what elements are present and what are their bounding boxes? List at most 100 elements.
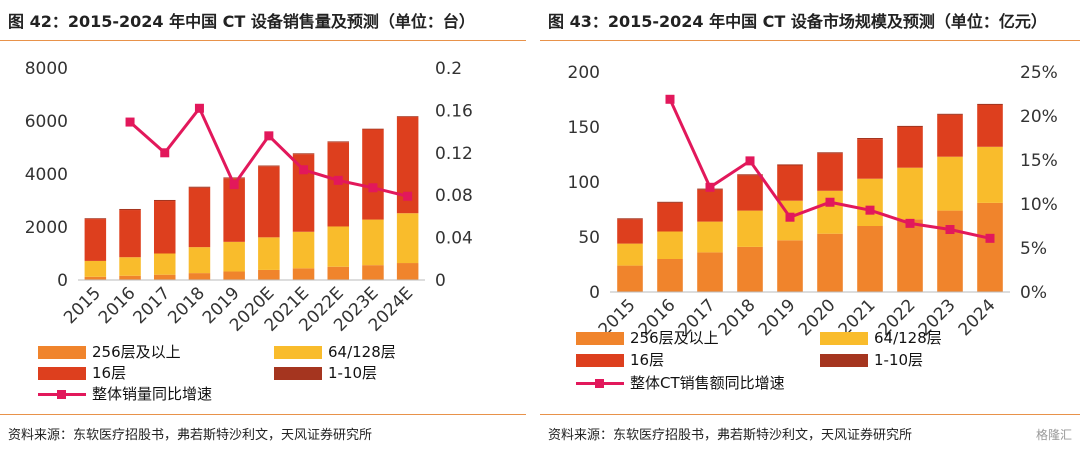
- bar: [188, 186, 211, 188]
- source-note: 资料来源：东软医疗招股书，弗若斯特沙利文，天风证券研究所: [8, 428, 373, 443]
- x-tick-label: 2017: [130, 283, 175, 328]
- bar: [857, 226, 883, 292]
- bar: [937, 114, 963, 157]
- bar: [223, 271, 245, 280]
- bar: [188, 247, 211, 274]
- bar: [327, 226, 350, 267]
- bar: [857, 178, 883, 226]
- bar: [737, 246, 763, 292]
- y2-tick-label: 0.04: [435, 229, 473, 249]
- growth-point: [160, 148, 170, 158]
- bar: [817, 152, 843, 154]
- y2-tick-label: 0.08: [435, 186, 473, 206]
- y2-tick-label: 5%: [1020, 239, 1047, 259]
- legend-label: 整体销量同比增速: [92, 385, 213, 403]
- watermark-logo: 格隆汇: [1035, 428, 1072, 442]
- legend-line-marker: [38, 390, 86, 399]
- bar: [292, 154, 315, 232]
- bar: [119, 208, 141, 211]
- bar: [396, 116, 419, 118]
- y2-tick-label: 0.12: [435, 144, 473, 164]
- bar: [897, 127, 923, 168]
- bar: [84, 276, 107, 280]
- growth-point: [705, 182, 715, 192]
- bar: [977, 105, 1003, 147]
- bar: [362, 265, 384, 280]
- growth-point: [665, 94, 675, 104]
- bar: [258, 165, 280, 167]
- x-tick-label: 2016: [95, 283, 140, 328]
- growth-point: [333, 175, 343, 185]
- bar: [697, 252, 723, 292]
- y2-tick-label: 20%: [1020, 107, 1058, 127]
- y2-tick-label: 0%: [1020, 283, 1047, 303]
- bar: [153, 201, 176, 254]
- y-tick-label: 0: [589, 283, 600, 303]
- bar: [258, 269, 280, 280]
- bar: [396, 213, 419, 264]
- growth-point: [905, 218, 915, 228]
- y-tick-label: 150: [568, 118, 600, 138]
- y-tick-label: 200: [568, 63, 600, 83]
- x-tick-label: 2019: [755, 295, 800, 340]
- bar: [362, 219, 384, 266]
- y2-tick-label: 0: [435, 271, 446, 291]
- bar: [292, 231, 315, 269]
- figure-title: 图 43：2015-2024 年中国 CT 设备市场规模及预测（单位：亿元）: [548, 12, 1047, 31]
- legend-swatch: [274, 367, 322, 380]
- bar: [327, 141, 350, 143]
- bar: [657, 201, 683, 203]
- bar: [84, 218, 107, 220]
- growth-point: [125, 117, 135, 127]
- bar: [119, 210, 141, 258]
- legend-swatch: [576, 332, 624, 345]
- legend-label: 16层: [92, 364, 127, 382]
- bar: [258, 166, 280, 238]
- x-tick-label: 2024: [955, 295, 1000, 340]
- bar: [617, 218, 643, 220]
- bar: [617, 265, 643, 292]
- bar: [657, 202, 683, 232]
- y-tick-label: 50: [578, 228, 600, 248]
- sales-volume-chart: 0 2000 4000 6000 8000 0 0.04 0.08 0.12 0.16 0.2 201…: [25, 59, 473, 336]
- bar: [292, 153, 315, 155]
- growth-point: [368, 183, 378, 193]
- source-rule: [540, 414, 1080, 415]
- bar: [657, 259, 683, 292]
- legend-label: 64/128层: [874, 329, 942, 347]
- bar: [617, 243, 643, 266]
- bar: [737, 210, 763, 247]
- growth-point: [865, 205, 875, 215]
- bar: [657, 231, 683, 259]
- y-tick-label: 6000: [25, 112, 68, 132]
- bar: [153, 199, 176, 202]
- bar: [223, 241, 245, 272]
- bar: [777, 240, 803, 292]
- y-tick-label: 8000: [25, 59, 68, 79]
- bar: [223, 177, 245, 179]
- legend-swatch: [38, 367, 86, 380]
- x-tick-label: 2018: [715, 295, 760, 340]
- bar: [119, 275, 141, 280]
- bar: [937, 210, 963, 292]
- bar: [188, 273, 211, 280]
- y-tick-label: 4000: [25, 165, 68, 185]
- source-note: 资料来源：东软医疗招股书，弗若斯特沙利文，天风证券研究所: [548, 428, 913, 443]
- y2-tick-label: 15%: [1020, 151, 1058, 171]
- bar: [897, 125, 923, 127]
- bar: [817, 233, 843, 292]
- bar: [737, 174, 763, 176]
- bar: [937, 113, 963, 115]
- bar: [362, 128, 384, 130]
- bar: [977, 103, 1003, 105]
- y-tick-label: 2000: [25, 218, 68, 238]
- y2-tick-label: 25%: [1020, 63, 1058, 83]
- bar: [857, 139, 883, 179]
- chart-panel-right: 图 43：2015-2024 年中国 CT 设备市场规模及预测（单位：亿元） 0…: [540, 0, 1080, 456]
- x-tick-label: 2018: [164, 283, 209, 328]
- growth-point: [299, 165, 309, 175]
- bar: [362, 129, 384, 220]
- growth-point: [825, 197, 835, 207]
- y-tick-label: 0: [57, 271, 68, 291]
- legend-label: 256层及以上: [92, 343, 181, 361]
